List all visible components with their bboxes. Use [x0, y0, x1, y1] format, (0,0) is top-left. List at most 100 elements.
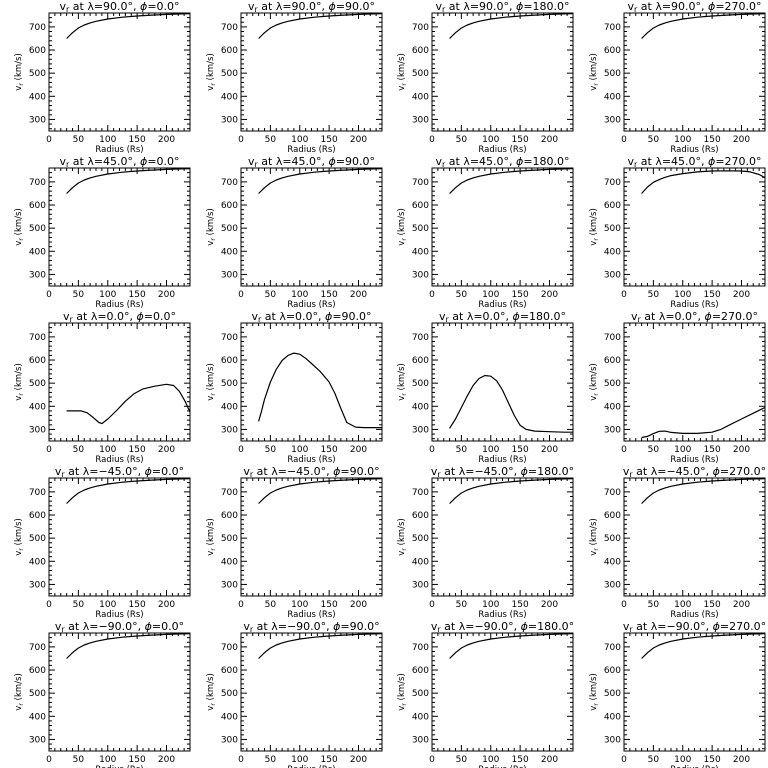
y-axis-label: vr (km/s)	[14, 363, 25, 401]
y-tick-label: 700	[29, 488, 46, 498]
x-tick-label: 100	[482, 135, 499, 145]
x-axis-label: Radius (Rs)	[287, 300, 335, 310]
x-tick-label: 50	[73, 445, 85, 455]
plot-panel: vr at λ=−90.0°, ϕ=0.0°0 50 100 150 200300400…	[14, 620, 191, 768]
x-tick-label: 50	[265, 755, 277, 765]
x-axis-label: Radius (Rs)	[95, 765, 143, 768]
y-label-sub: r	[209, 548, 217, 551]
y-tick-label: 700	[604, 23, 621, 33]
title-phi: ϕ	[516, 0, 523, 13]
x-tick-label: 200	[350, 445, 367, 455]
title-tail: =0.0°	[152, 620, 184, 633]
title-lead: v	[623, 465, 630, 478]
y-tick-label: 400	[412, 557, 429, 567]
x-axis-label: Radius (Rs)	[95, 610, 143, 620]
panel-title: vr at λ=−90.0°, ϕ=0.0°	[55, 620, 184, 634]
panel-title: vr at λ=−45.0°, ϕ=90.0°	[243, 465, 379, 479]
y-label-lead: v	[397, 551, 407, 556]
title-tail: =180.0°	[528, 465, 574, 478]
plot-panel: vr at λ=−45.0°, ϕ=90.0°0 50 100 150 20030040…	[206, 465, 383, 620]
y-tick-label: 500	[604, 224, 621, 234]
vr-series-line	[641, 478, 766, 504]
y-tick-label: 500	[412, 224, 429, 234]
vr-series-line	[258, 352, 382, 429]
title-phi: ϕ	[713, 620, 720, 633]
y-label-unit: (km/s)	[589, 518, 599, 548]
plot-frame	[623, 477, 766, 597]
x-tick-label: 100	[482, 290, 499, 300]
y-label-unit: (km/s)	[14, 208, 24, 238]
vr-series-line	[449, 168, 574, 194]
x-tick-label: 200	[733, 135, 750, 145]
title-mid: at λ=−90.0°,	[65, 620, 145, 633]
y-tick-label: 300	[29, 735, 46, 745]
y-tick-label: 300	[604, 425, 621, 435]
title-phi: ϕ	[329, 0, 336, 13]
y-tick-label: 500	[412, 379, 429, 389]
vr-series-line	[641, 13, 766, 39]
y-label-unit: (km/s)	[589, 673, 599, 703]
title-tail: =180.0°	[520, 310, 566, 323]
y-tick-label: 700	[604, 178, 621, 188]
x-tick-label: 0	[621, 445, 627, 455]
title-phi: ϕ	[325, 310, 332, 323]
plot-panel: vr at λ=90.0°, ϕ=270.0°0 50 100 150 20030040…	[589, 0, 766, 155]
y-tick-label: 400	[604, 402, 621, 412]
plot-frame	[431, 632, 574, 752]
title-tail: =270.0°	[720, 620, 766, 633]
y-label-sub: r	[209, 83, 217, 86]
y-tick-label: 500	[221, 69, 238, 79]
title-sub: r	[445, 315, 449, 324]
y-label-lead: v	[397, 706, 407, 711]
title-lead: v	[627, 0, 634, 13]
y-tick-label: 600	[412, 666, 429, 676]
x-tick-label: 100	[99, 600, 116, 610]
title-mid: at λ=0.0°,	[261, 310, 325, 323]
y-tick-label: 500	[412, 69, 429, 79]
x-tick-label: 100	[674, 445, 691, 455]
title-lead: v	[55, 620, 62, 633]
panel-title: vr at λ=0.0°, ϕ=0.0°	[63, 310, 176, 324]
y-tick-label: 600	[29, 356, 46, 366]
y-label-unit: (km/s)	[206, 208, 216, 238]
title-mid: at λ=−45.0°,	[253, 465, 333, 478]
vr-series-line	[66, 633, 191, 659]
y-axis-label: vr (km/s)	[206, 673, 217, 711]
x-tick-label: 200	[158, 445, 175, 455]
vr-series-line	[258, 13, 383, 39]
y-label-lead: v	[589, 396, 599, 401]
x-tick-label: 150	[129, 755, 146, 765]
y-tick-label: 400	[221, 402, 238, 412]
x-tick-label: 50	[456, 600, 468, 610]
x-tick-label: 50	[456, 135, 468, 145]
title-sub: r	[637, 315, 641, 324]
x-tick-label: 100	[674, 135, 691, 145]
y-tick-label: 700	[29, 178, 46, 188]
y-tick-label: 300	[604, 115, 621, 125]
plot-panel: vr at λ=45.0°, ϕ=180.0°0 50 100 150 20030040…	[397, 155, 574, 310]
vr-series-line	[258, 633, 383, 659]
x-axis-label: Radius (Rs)	[478, 765, 526, 768]
title-phi: ϕ	[708, 0, 715, 13]
y-label-lead: v	[206, 706, 216, 711]
y-tick-label: 500	[29, 224, 46, 234]
y-label-lead: v	[206, 86, 216, 91]
title-lead: v	[623, 620, 630, 633]
x-axis-label: Radius (Rs)	[95, 145, 143, 155]
plot-panel: vr at λ=−90.0°, ϕ=270.0°0 50 100 150 2003004…	[589, 620, 766, 768]
x-axis-label: Radius (Rs)	[670, 765, 718, 768]
y-axis-label: vr (km/s)	[397, 208, 408, 246]
x-axis-label: Radius (Rs)	[287, 145, 335, 155]
y-tick-label: 300	[221, 580, 238, 590]
title-sub: r	[61, 470, 65, 479]
title-sub: r	[250, 470, 254, 479]
x-tick-label: 200	[350, 600, 367, 610]
vr-series-line	[66, 383, 191, 425]
panel-title: vr at λ=0.0°, ϕ=270.0°	[631, 310, 758, 324]
y-label-sub: r	[592, 393, 600, 396]
title-phi: ϕ	[137, 310, 144, 323]
y-axis-label: vr (km/s)	[14, 518, 25, 556]
title-sub: r	[66, 160, 70, 169]
panel-title: vr at λ=45.0°, ϕ=180.0°	[435, 155, 569, 169]
